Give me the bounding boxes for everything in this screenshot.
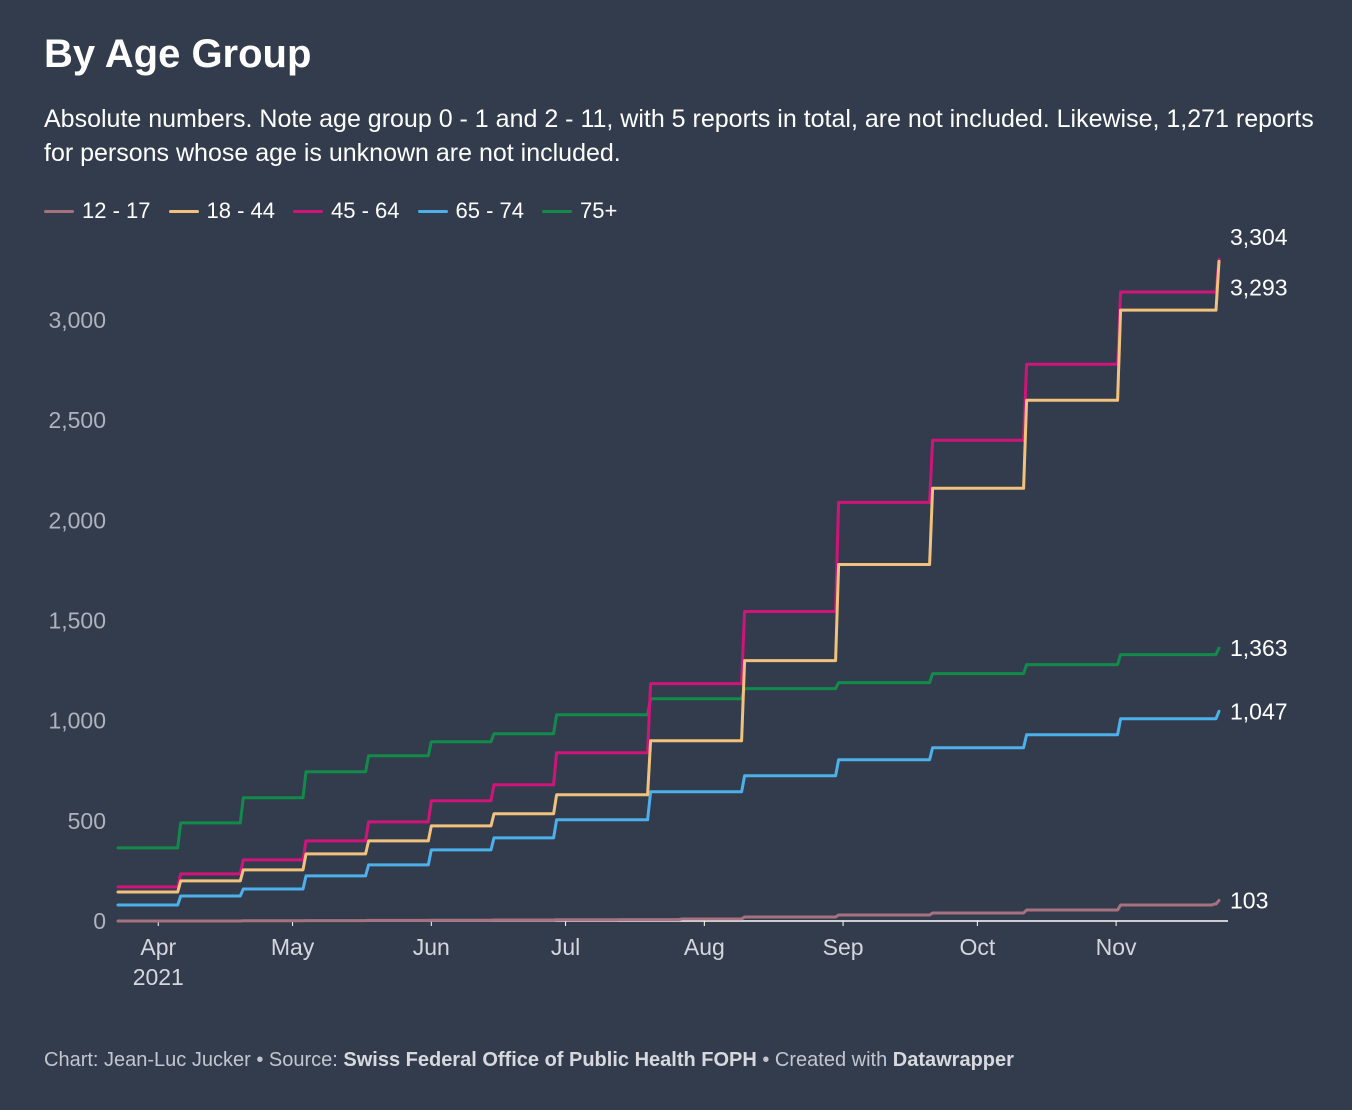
legend-swatch [168, 209, 199, 213]
footer-separator-source: • Source: [250, 1049, 344, 1071]
x-tick-label: Apr [140, 934, 176, 960]
end-label: 1,047 [1230, 698, 1288, 724]
chart-subtitle: Absolute numbers. Note age group 0 - 1 a… [44, 105, 1314, 167]
y-tick-label: 3,000 [48, 307, 106, 333]
series-line [116, 898, 1221, 923]
legend-item: 12 - 17 [44, 198, 151, 224]
legend-label: 75+ [580, 198, 618, 223]
legend: 12 - 17 18 - 44 45 - 64 65 - 74 75+ [44, 198, 617, 224]
legend-item: 18 - 44 [168, 198, 276, 224]
y-tick-label: 0 [93, 908, 106, 934]
x-tick-label: Nov [1096, 934, 1137, 960]
legend-swatch [542, 209, 572, 213]
legend-label: 18 - 44 [206, 198, 276, 223]
end-label: 1,363 [1230, 635, 1288, 661]
legend-swatch [417, 209, 448, 213]
y-tick-label: 2,500 [48, 407, 106, 433]
x-tick-label: Sep [823, 934, 864, 960]
x-tick-label: Oct [959, 934, 995, 960]
end-label: 3,304 [1230, 224, 1288, 250]
legend-swatch [44, 209, 74, 213]
footer-separator-created: • Created with [756, 1049, 893, 1071]
series-line [116, 259, 1221, 894]
y-tick-label: 2,000 [48, 507, 106, 533]
legend-swatch [293, 209, 323, 213]
footer-chart-credit: Chart: Jean-Luc Jucker [44, 1049, 251, 1071]
x-tick-label: Jun [413, 934, 450, 960]
footer: Chart: Jean-Luc Jucker • Source: Swiss F… [44, 1049, 1014, 1072]
x-tick-sublabel: 2021 [133, 964, 184, 990]
x-tick-label: May [271, 934, 315, 960]
x-tick-label: Jul [551, 934, 580, 960]
legend-label: 45 - 64 [331, 198, 400, 223]
end-label: 103 [1230, 887, 1268, 913]
footer-source-link[interactable]: Swiss Federal Office of Public Health FO… [343, 1049, 757, 1071]
y-tick-label: 1,000 [48, 708, 106, 734]
line-chart: 0 500 1,000 1,500 2,000 2,500 3,000 Apr 2021 May J… [48, 224, 1288, 990]
legend-label: 65 - 74 [455, 198, 525, 223]
legend-item: 65 - 74 [417, 198, 525, 224]
legend-item: 45 - 64 [293, 198, 400, 224]
legend-item: 75+ [542, 198, 617, 224]
y-tick-label: 1,500 [48, 608, 106, 634]
y-tick-label: 500 [68, 808, 106, 834]
end-label: 3,293 [1230, 274, 1288, 300]
legend-label: 12 - 17 [82, 198, 151, 223]
chart-title: By Age Group [44, 32, 312, 76]
series-line [116, 646, 1221, 850]
footer-tool-link[interactable]: Datawrapper [892, 1049, 1014, 1071]
x-tick-label: Aug [684, 934, 725, 960]
series-line [116, 709, 1221, 907]
